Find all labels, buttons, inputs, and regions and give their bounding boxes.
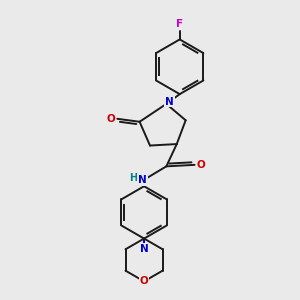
Text: H: H bbox=[129, 173, 137, 183]
Text: N: N bbox=[140, 244, 148, 254]
Text: N: N bbox=[138, 175, 147, 185]
Text: N: N bbox=[165, 97, 174, 106]
Text: O: O bbox=[106, 114, 115, 124]
Text: O: O bbox=[140, 276, 148, 286]
Text: F: F bbox=[176, 19, 183, 29]
Text: O: O bbox=[197, 160, 206, 170]
